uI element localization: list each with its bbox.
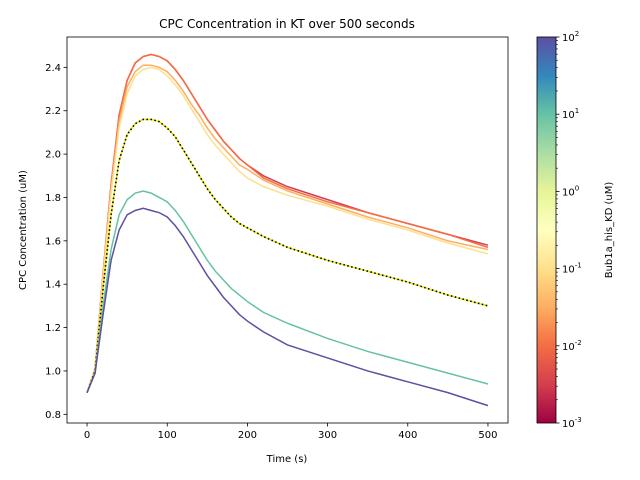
plot-area xyxy=(66,36,509,424)
series-line-1 xyxy=(86,53,489,393)
x-tick-label: 500 xyxy=(478,430,497,441)
y-axis-label: CPC Concentration (uM) xyxy=(18,170,29,290)
series-layer xyxy=(86,53,489,407)
series-line-6 xyxy=(86,207,489,407)
colorbar-tick-label: 10-3 xyxy=(562,416,582,430)
y-tick-label: 2.4 xyxy=(45,63,61,74)
chart-title: CPC Concentration in KT over 500 seconds xyxy=(159,17,415,31)
x-tick-label: 0 xyxy=(84,430,90,441)
series-line-4 xyxy=(86,118,489,393)
y-tick-label: 1.4 xyxy=(45,280,61,291)
colorbar-tick-label: 10-1 xyxy=(562,262,582,276)
y-tick-label: 1.8 xyxy=(45,193,61,204)
y-tick-label: 0.8 xyxy=(45,410,61,421)
x-tick-label: 100 xyxy=(158,430,177,441)
colorbar-label: Bub1a_his_KD (uM) xyxy=(604,182,615,279)
series-line-3 xyxy=(86,66,489,393)
colorbar-tick-label: 102 xyxy=(562,30,579,44)
x-axis-label: Time (s) xyxy=(266,454,308,465)
colorbar: 10-3 10-2 10-1 100 101 102 Bub1a_his_KD (uM) xyxy=(536,30,615,430)
plot-frame xyxy=(67,37,508,423)
colorbar-gradient xyxy=(536,36,557,424)
colorbar-ticks: 10-3 10-2 10-1 100 101 102 xyxy=(556,30,582,430)
y-tick-label: 1.6 xyxy=(45,236,61,247)
y-tick-label: 2.2 xyxy=(45,106,61,117)
x-axis: 0 100 200 300 400 500 xyxy=(84,423,498,441)
y-axis: 0.8 1.0 1.2 1.4 1.6 1.8 2.0 2.2 2.4 xyxy=(45,63,67,421)
colorbar-tick-label: 101 xyxy=(562,107,579,121)
colorbar-tick-label: 10-2 xyxy=(562,339,582,353)
colorbar-tick-label: 100 xyxy=(562,184,579,198)
series-line-5 xyxy=(86,190,489,393)
series-line-2 xyxy=(86,64,489,393)
x-tick-label: 200 xyxy=(238,430,257,441)
x-tick-label: 400 xyxy=(398,430,417,441)
x-tick-label: 300 xyxy=(318,430,337,441)
y-tick-label: 1.2 xyxy=(45,323,61,334)
y-tick-label: 2.0 xyxy=(45,150,61,161)
y-tick-label: 1.0 xyxy=(45,366,61,377)
plot-border xyxy=(66,36,509,424)
